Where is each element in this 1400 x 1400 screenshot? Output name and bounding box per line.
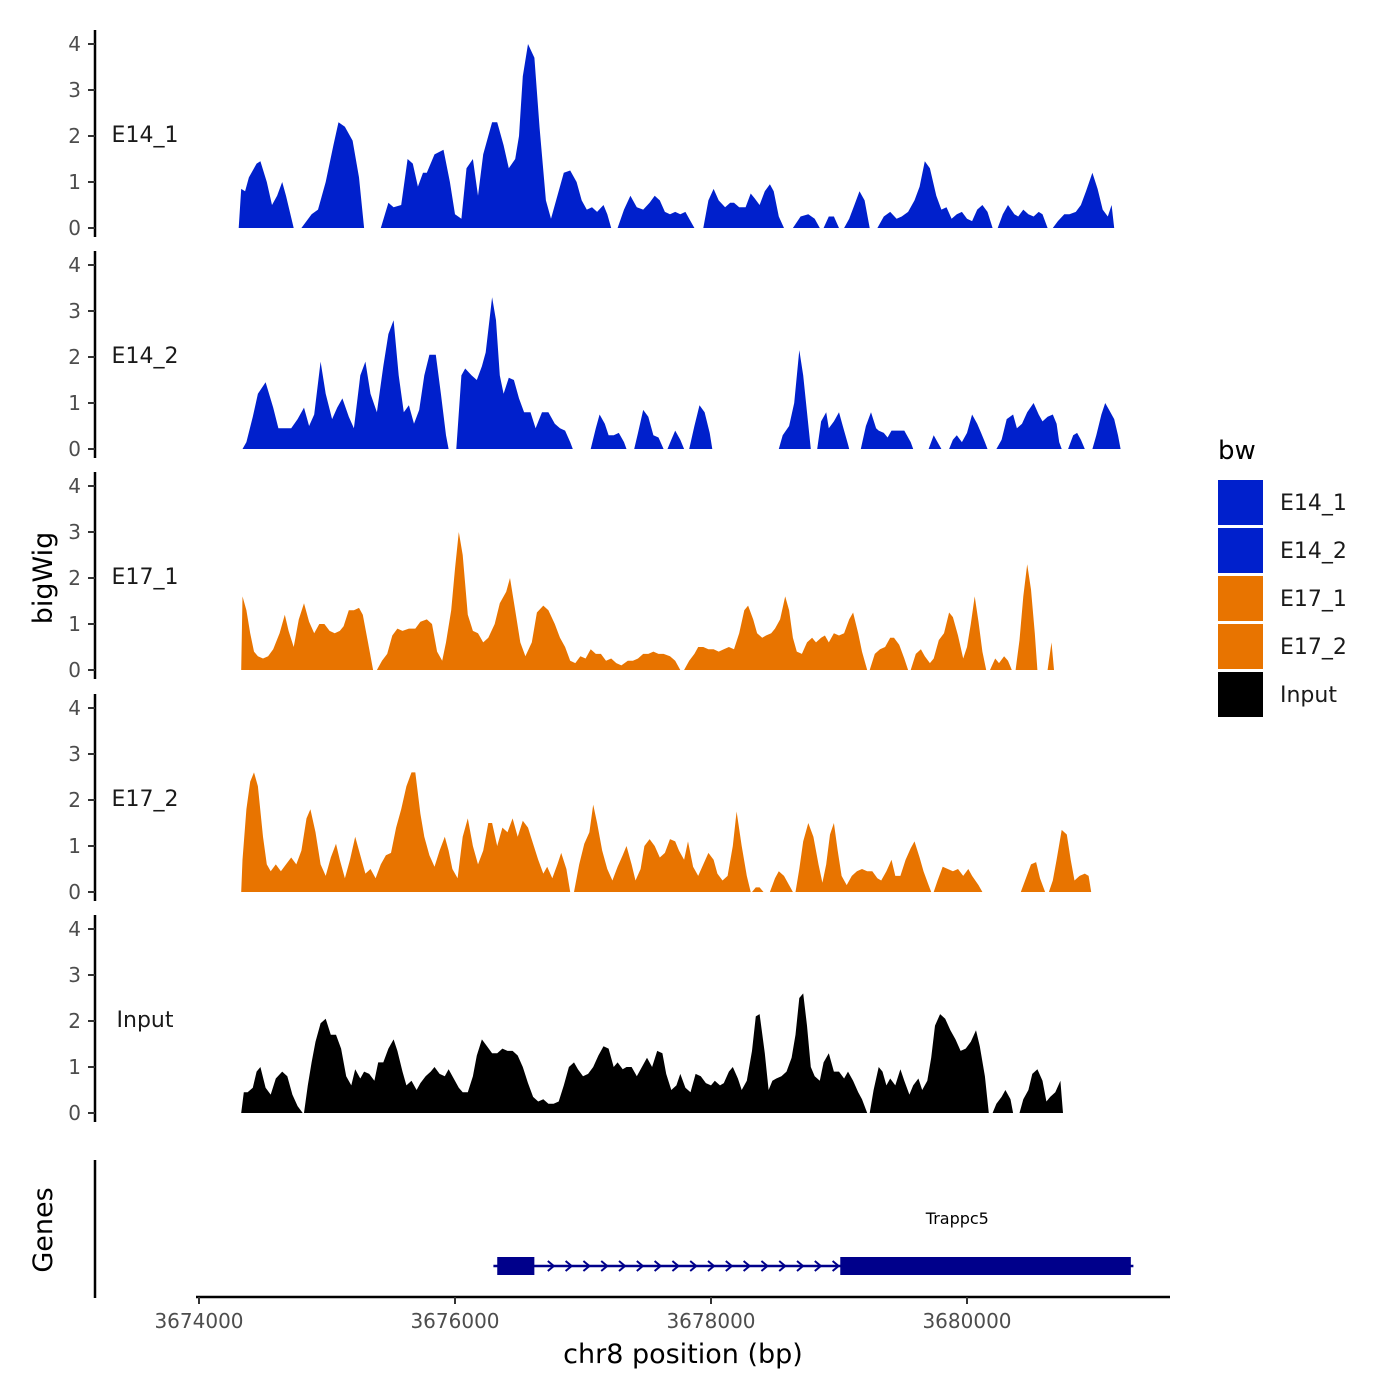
- y-tick-label: 2: [68, 345, 81, 369]
- y-tick-label: 2: [68, 1009, 81, 1033]
- y-tick-label: 4: [68, 696, 81, 720]
- track-label: E14_1: [112, 123, 179, 148]
- y-tick-label: 2: [68, 788, 81, 812]
- track-E17_1: 0 1 2 3 4 E17_1: [68, 472, 1054, 682]
- gene-label: Trappc5: [925, 1209, 989, 1228]
- y-tick-label: 1: [68, 612, 81, 636]
- track-label: Input: [117, 1008, 174, 1033]
- y-tick-label: 4: [68, 253, 81, 277]
- y-tick-label: 3: [68, 742, 81, 766]
- coverage-area-E14_2: [242, 297, 1121, 449]
- legend-label: Input: [1280, 683, 1337, 708]
- y-tick-label: 4: [68, 917, 81, 941]
- track-label: E17_1: [112, 565, 179, 590]
- gene-exon: [840, 1257, 1131, 1275]
- track-Input: 0 1 2 3 4 Input: [68, 915, 1063, 1125]
- track-E14_1: 0 1 2 3 4 E14_1: [68, 30, 1115, 240]
- y-tick-label: 3: [68, 520, 81, 544]
- gene-exon: [497, 1257, 535, 1275]
- coverage-area-E17_1: [241, 532, 1054, 670]
- y-tick-label: 1: [68, 170, 81, 194]
- genes-panel-title: Genes: [28, 1187, 59, 1272]
- strand-arrow: [582, 1260, 591, 1272]
- strand-arrow: [671, 1260, 680, 1272]
- y-tick-label: 0: [68, 437, 81, 461]
- strand-arrow: [564, 1260, 574, 1272]
- y-tick-label: 1: [68, 1055, 81, 1079]
- legend-key-E17_2: [1218, 624, 1263, 669]
- y-tick-label: 3: [68, 963, 81, 987]
- strand-arrow: [600, 1260, 609, 1272]
- strand-arrow: [636, 1260, 645, 1272]
- legend: bw E14_1 E14_2 E17_1 E17_2 Input: [1218, 436, 1347, 717]
- track-E17_2: 0 1 2 3 4 E17_2: [68, 694, 1092, 904]
- x-tick-label: 3676000: [410, 1309, 499, 1333]
- legend-key-E14_1: [1218, 480, 1263, 525]
- strand-arrow: [742, 1260, 752, 1272]
- genes-panel: Trappc5: [93, 1160, 1134, 1298]
- y-tick-label: 2: [68, 124, 81, 148]
- coverage-area-E14_1: [238, 44, 1115, 228]
- x-tick-label: 3678000: [666, 1309, 755, 1333]
- track-E14_2: 0 1 2 3 4 E14_2: [68, 251, 1121, 461]
- strand-arrow: [814, 1260, 823, 1272]
- track-label: E17_2: [112, 787, 179, 812]
- strand-arrow: [778, 1260, 787, 1272]
- y-tick-label: 0: [68, 1101, 81, 1125]
- y-tick-label: 0: [68, 658, 81, 682]
- y-tick-label: 1: [68, 391, 81, 415]
- strand-arrow: [707, 1260, 716, 1272]
- x-tick-label: 3674000: [154, 1309, 243, 1333]
- legend-label: E14_2: [1280, 539, 1347, 564]
- strand-arrow: [831, 1260, 841, 1272]
- y-tick-label: 3: [68, 78, 81, 102]
- legend-label: E17_1: [1280, 587, 1347, 612]
- legend-title: bw: [1218, 436, 1256, 466]
- x-axis-title: chr8 position (bp): [563, 1339, 803, 1370]
- gene-Trappc5: Trappc5: [493, 1209, 1134, 1275]
- y-tick-label: 0: [68, 216, 81, 240]
- bigwig-tracks: 0 1 2 3 4 E14_1 0 1 2 3 4 E14_2 0 1 2 3 4 E17_1 0 1 2 3 4 E17_2…: [68, 30, 1121, 1125]
- legend-label: E14_1: [1280, 491, 1347, 516]
- track-label: E14_2: [112, 344, 179, 369]
- strand-arrow: [725, 1260, 734, 1272]
- y-tick-label: 0: [68, 880, 81, 904]
- coverage-area-E17_2: [241, 772, 1092, 892]
- y-tick-label: 2: [68, 566, 81, 590]
- strand-arrow: [796, 1260, 805, 1272]
- y-tick-label: 4: [68, 474, 81, 498]
- x-tick-label: 3680000: [922, 1309, 1011, 1333]
- strand-arrow: [760, 1260, 769, 1272]
- legend-key-Input: [1218, 672, 1263, 717]
- strand-arrow: [618, 1260, 627, 1272]
- strand-arrow: [547, 1260, 556, 1272]
- y-tick-label: 4: [68, 32, 81, 56]
- x-axis: 3674000 3676000 3678000 3680000: [154, 1295, 1170, 1333]
- legend-label: E17_2: [1280, 635, 1347, 660]
- strand-arrow: [653, 1260, 663, 1272]
- legend-key-E14_2: [1218, 528, 1263, 573]
- y-axis-title: bigWig: [28, 532, 59, 625]
- y-tick-label: 3: [68, 299, 81, 323]
- legend-key-E17_1: [1218, 576, 1263, 621]
- coverage-area-Input: [241, 993, 1063, 1113]
- strand-arrow: [689, 1260, 698, 1272]
- y-tick-label: 1: [68, 834, 81, 858]
